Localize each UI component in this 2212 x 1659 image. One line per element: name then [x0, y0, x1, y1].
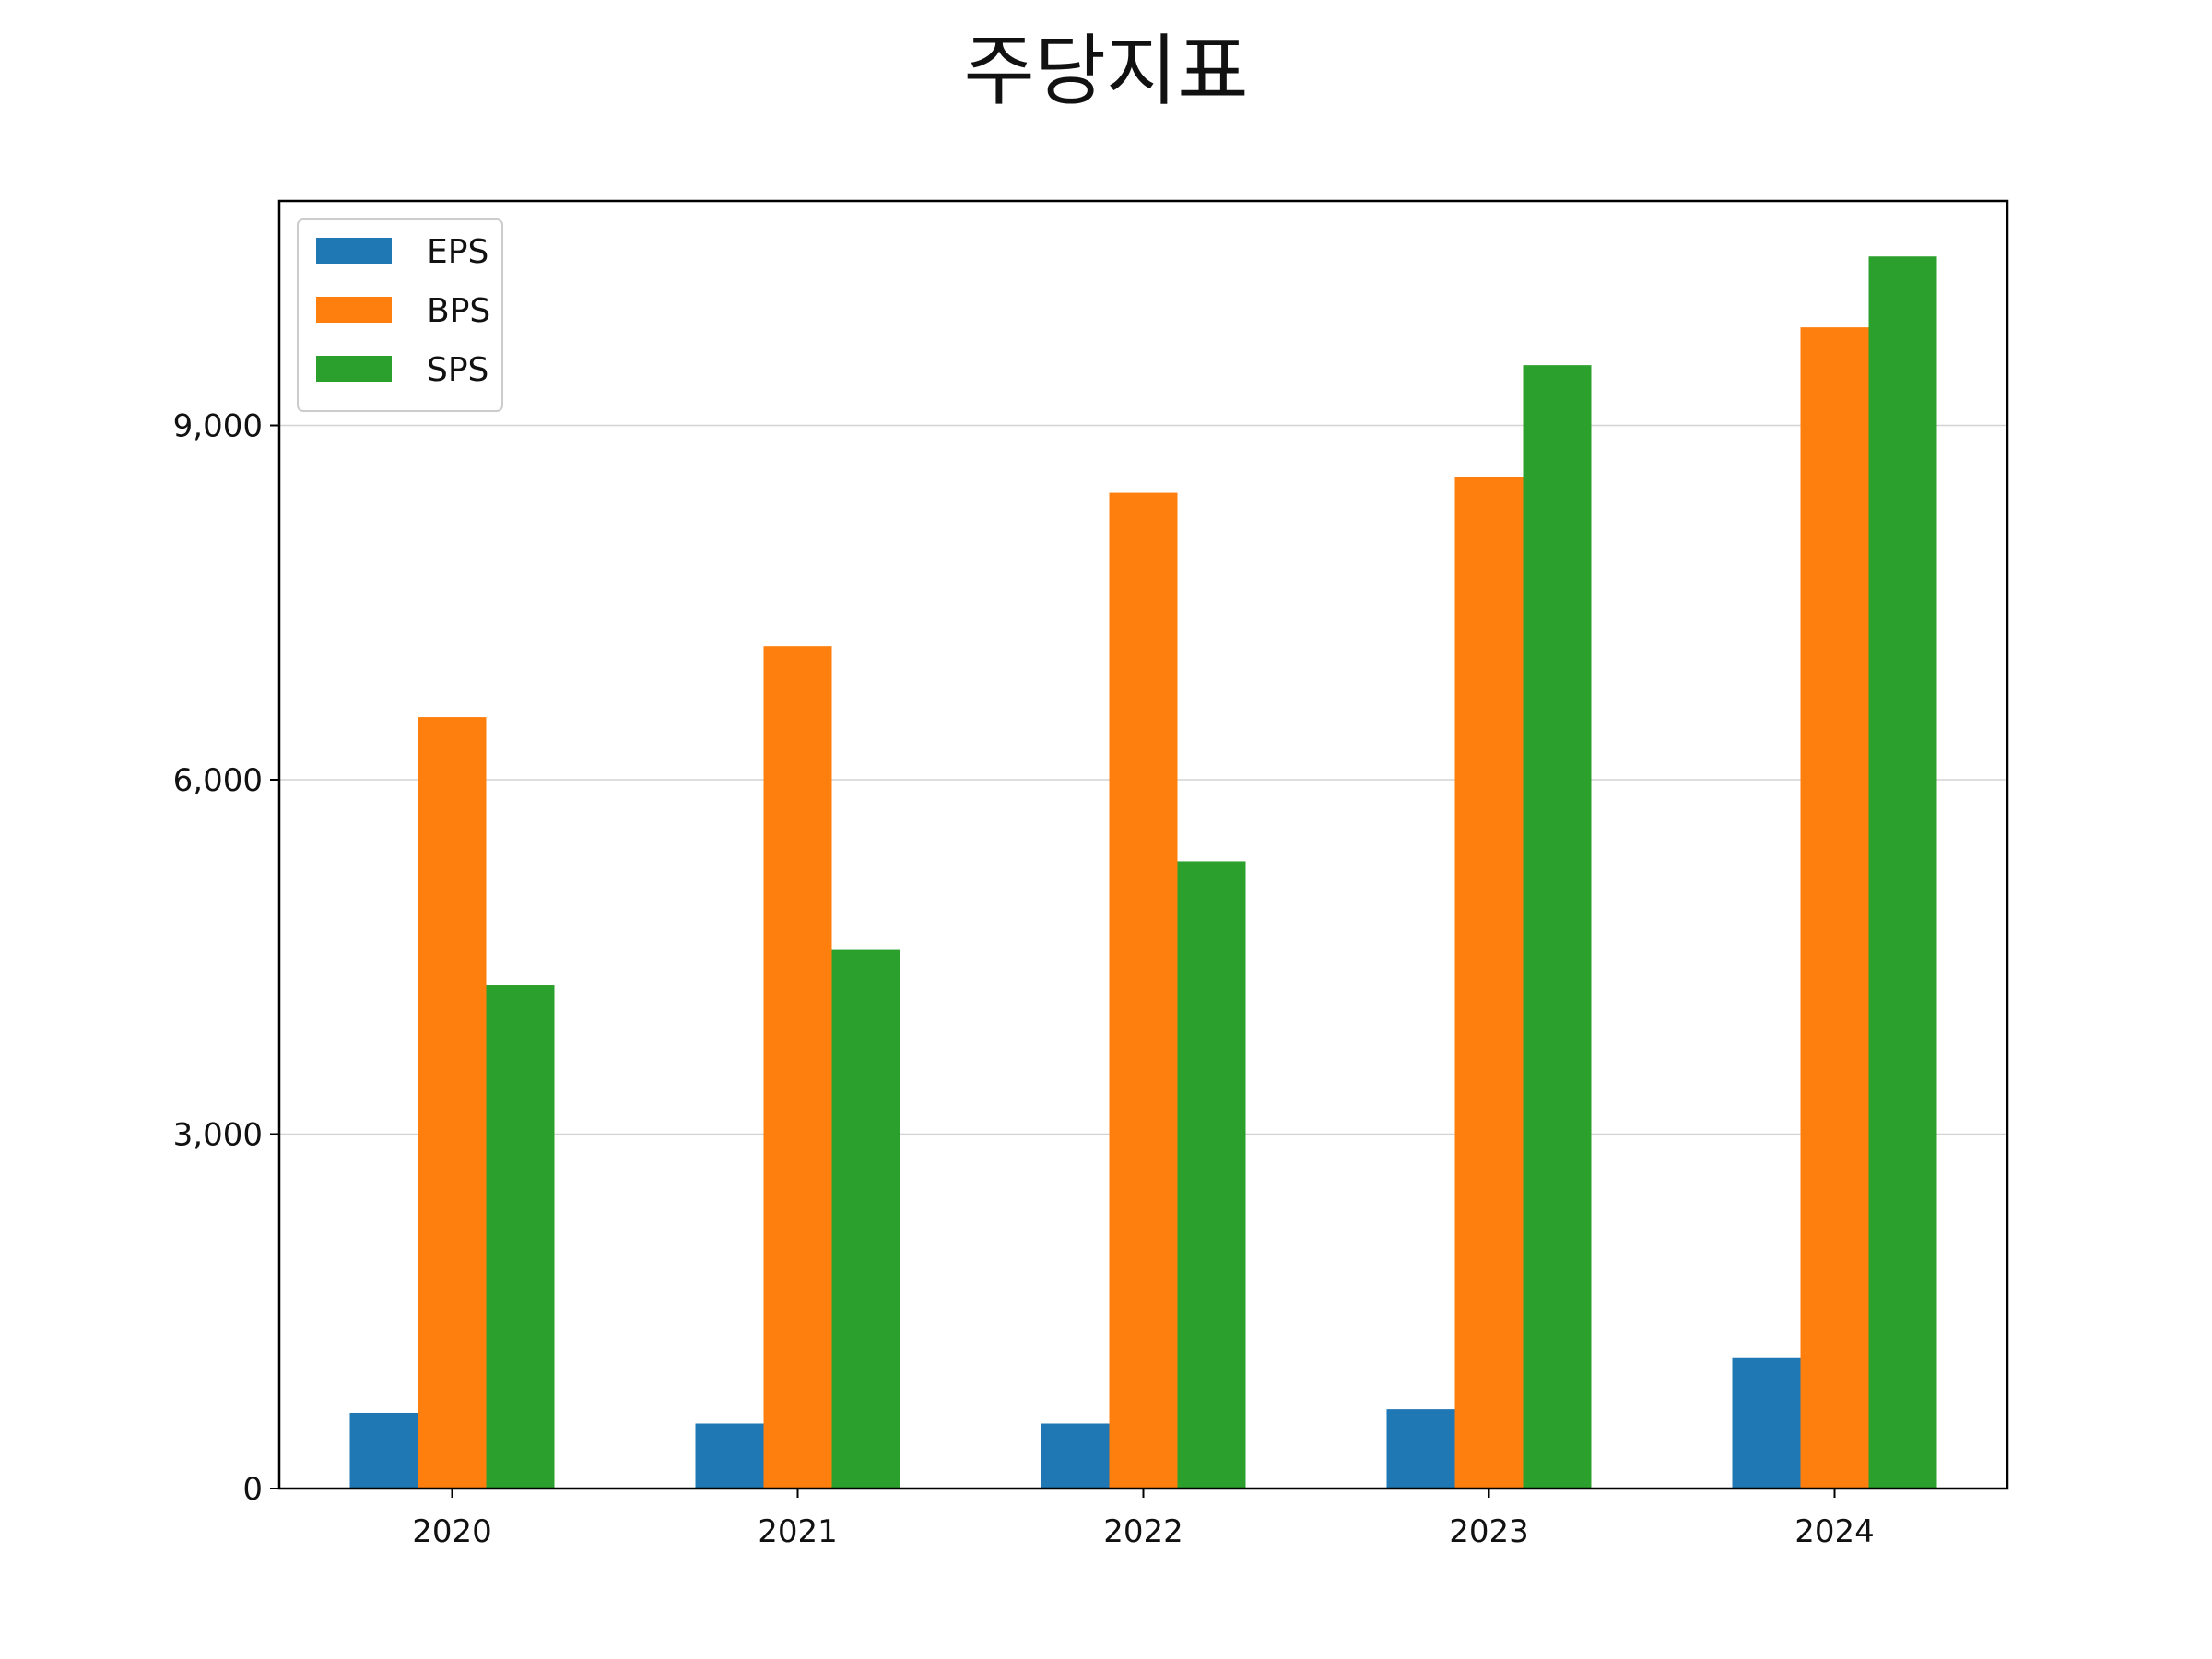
- x-tick-label: 2021: [758, 1513, 838, 1550]
- x-axis: 2020 2021 2022 2023 2024: [412, 1488, 1875, 1550]
- y-tick-label: 6,000: [173, 762, 263, 799]
- bar-eps-2020: [349, 1412, 418, 1488]
- chart-title: 주당지표: [963, 26, 1249, 116]
- legend-swatch-sps: [316, 356, 392, 382]
- bar-eps-2024: [1732, 1357, 1801, 1488]
- bar-bps-2022: [1109, 492, 1178, 1488]
- y-axis: 0 3,000 6,000 9,000: [173, 408, 279, 1508]
- bar-sps-2020: [486, 985, 555, 1488]
- legend-swatch-bps: [316, 297, 392, 323]
- x-tick-label: 2024: [1794, 1513, 1875, 1550]
- legend: EPS BPS SPS: [297, 218, 503, 412]
- legend-swatch-eps: [316, 238, 392, 264]
- y-tick-label: 0: [242, 1471, 263, 1508]
- bar-sps-2022: [1177, 861, 1246, 1488]
- bar-sps-2023: [1523, 365, 1592, 1488]
- y-tick-label: 9,000: [173, 408, 263, 445]
- x-tick-label: 2023: [1449, 1513, 1529, 1550]
- legend-label-eps: EPS: [427, 233, 488, 271]
- bar-eps-2023: [1386, 1409, 1455, 1488]
- legend-label-sps: SPS: [427, 351, 488, 389]
- x-tick-label: 2020: [412, 1513, 492, 1550]
- bar-sps-2021: [831, 949, 900, 1488]
- bar-bps-2023: [1454, 477, 1524, 1488]
- bar-bps-2020: [418, 717, 487, 1488]
- x-tick-label: 2022: [1103, 1513, 1183, 1550]
- bar-bps-2024: [1800, 327, 1869, 1488]
- bar-eps-2022: [1041, 1423, 1110, 1488]
- legend-label-bps: BPS: [427, 292, 490, 330]
- bar-sps-2024: [1868, 256, 1937, 1489]
- bars: [349, 256, 1937, 1489]
- bar-bps-2021: [763, 646, 832, 1488]
- bar-eps-2021: [695, 1423, 764, 1488]
- y-tick-label: 3,000: [173, 1117, 263, 1154]
